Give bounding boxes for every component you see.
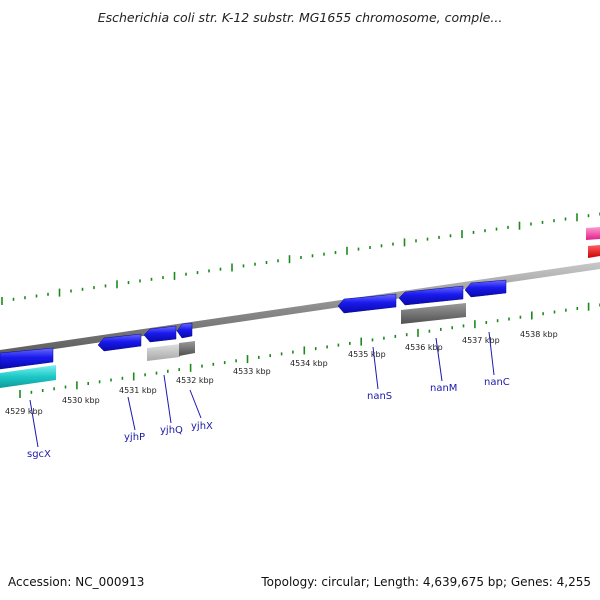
feature-block-gray-nanM[interactable] — [401, 303, 466, 324]
gene-arrow-yjhQ[interactable] — [143, 325, 177, 343]
leader-line-nanM — [435, 337, 443, 382]
genome-summary-text: Topology: circular; Length: 4,639,675 bp… — [261, 575, 591, 589]
gene-arrow-nanC[interactable] — [464, 279, 507, 298]
gene-label-nanS[interactable]: nanS — [367, 391, 392, 402]
reverse-strand-features — [0, 303, 466, 388]
inner-scale-ticks — [19, 302, 600, 398]
feature-block-gray-dark[interactable] — [179, 341, 195, 356]
gene-label-yjhX[interactable]: yjhX — [191, 421, 213, 432]
gene-label-nanM[interactable]: nanM — [430, 383, 457, 394]
gene-arrow-yjhP[interactable] — [97, 333, 142, 352]
gene-label-nanC[interactable]: nanC — [484, 377, 510, 388]
kbp-label: 4533 kbp — [233, 367, 271, 376]
kbp-label: 4538 kbp — [520, 330, 558, 339]
gene-labels: sgcX yjhP yjhQ yjhX nanS nanM nanC — [27, 377, 510, 460]
kbp-labels: 4529 kbp 4530 kbp 4531 kbp 4532 kbp 4533… — [5, 330, 558, 416]
kbp-label: 4537 kbp — [462, 336, 500, 345]
feature-block-cyan[interactable] — [0, 365, 56, 388]
leader-line-yjhP — [127, 396, 136, 431]
feature-block-gray-light[interactable] — [147, 344, 180, 361]
kbp-label: 4535 kbp — [348, 350, 386, 359]
gene-label-sgcX[interactable]: sgcX — [27, 449, 51, 460]
feature-block-pink[interactable] — [586, 227, 600, 240]
leader-line-nanC — [488, 331, 495, 376]
kbp-label: 4529 kbp — [5, 407, 43, 416]
leader-line-yjhQ — [163, 374, 172, 424]
gene-label-yjhP[interactable]: yjhP — [124, 432, 145, 443]
gene-arrow-yjhX[interactable] — [176, 322, 193, 339]
kbp-label: 4532 kbp — [176, 376, 214, 385]
kbp-label: 4531 kbp — [119, 386, 157, 395]
gene-leader-lines — [29, 331, 495, 448]
chromosome-backbone — [0, 262, 600, 357]
gene-arrow-sgcX-region[interactable] — [0, 347, 54, 370]
gene-label-yjhQ[interactable]: yjhQ — [160, 425, 183, 436]
forward-strand-features — [337, 227, 600, 314]
outer-scale-ticks — [1, 212, 600, 305]
gene-arrow-nanM[interactable] — [398, 285, 464, 306]
gene-arrow-nanS[interactable] — [337, 293, 397, 314]
leader-line-nanS — [372, 346, 379, 390]
kbp-label: 4536 kbp — [405, 343, 443, 352]
leader-line-sgcX — [29, 399, 39, 448]
map-title: Escherichia coli str. K-12 substr. MG165… — [97, 10, 503, 25]
kbp-label: 4530 kbp — [62, 396, 100, 405]
kbp-label: 4534 kbp — [290, 359, 328, 368]
accession-text: Accession: NC_000913 — [8, 575, 145, 589]
feature-block-red[interactable] — [588, 245, 600, 258]
leader-line-yjhX — [189, 389, 202, 419]
